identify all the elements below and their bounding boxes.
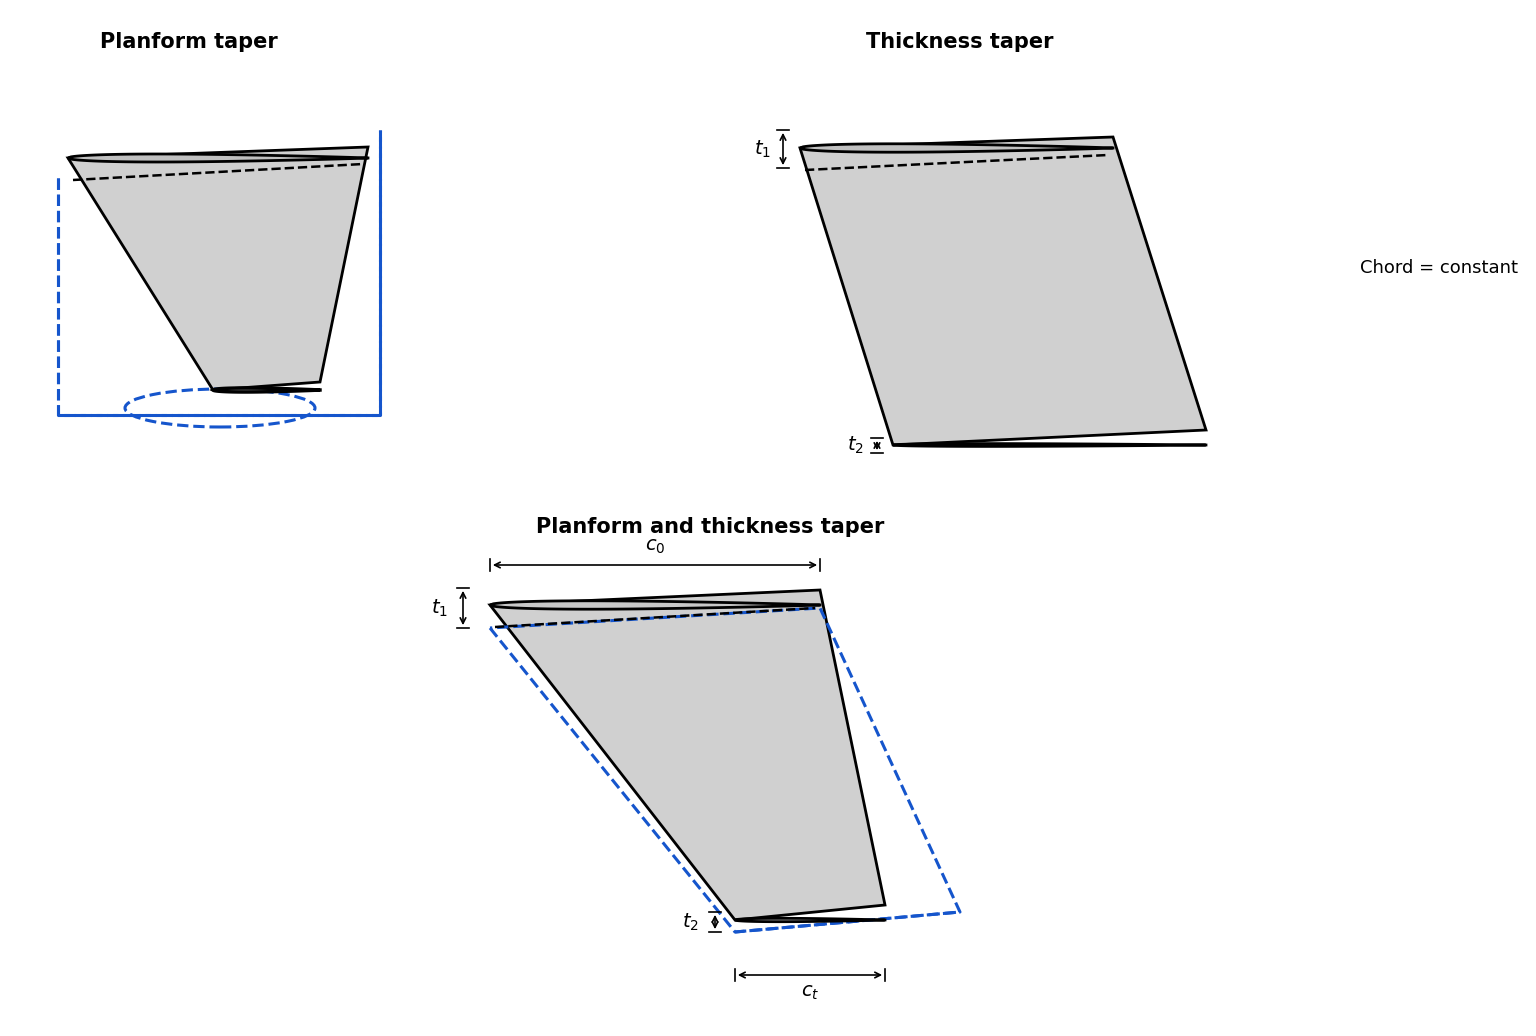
- Text: Planform and thickness taper: Planform and thickness taper: [536, 517, 885, 537]
- Polygon shape: [68, 154, 369, 162]
- Text: Chord = constant: Chord = constant: [1359, 259, 1518, 277]
- Polygon shape: [736, 918, 885, 922]
- Text: $t_1$: $t_1$: [754, 139, 771, 160]
- Polygon shape: [800, 144, 1114, 152]
- Text: $t_2$: $t_2$: [846, 434, 863, 456]
- Text: Thickness taper: Thickness taper: [866, 32, 1054, 52]
- Text: $c_0$: $c_0$: [645, 538, 665, 556]
- Polygon shape: [490, 601, 820, 609]
- Polygon shape: [214, 388, 319, 392]
- Text: $c_t$: $c_t$: [800, 983, 819, 1003]
- Text: $t_2$: $t_2$: [682, 912, 699, 932]
- Polygon shape: [68, 147, 369, 390]
- Polygon shape: [800, 137, 1206, 445]
- Polygon shape: [892, 443, 1206, 447]
- Text: $t_1$: $t_1$: [432, 598, 449, 618]
- Text: Planform taper: Planform taper: [100, 32, 278, 52]
- Polygon shape: [490, 589, 885, 920]
